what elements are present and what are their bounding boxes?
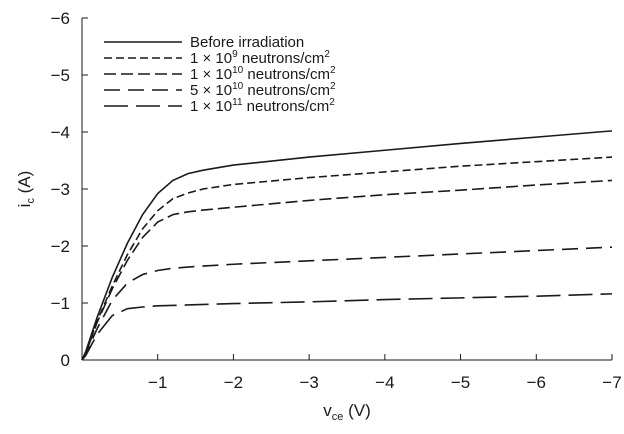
series-line-3 [81, 179, 613, 361]
x-tick-label: −1 [148, 373, 167, 392]
y-tick-label: −2 [51, 237, 70, 256]
legend-label: 1 × 1010 neutrons/cm2 [190, 65, 336, 83]
y-tick-label: −3 [51, 180, 70, 199]
x-axis-title: vce (V) [323, 401, 371, 423]
legend-label: 5 × 1010 neutrons/cm2 [190, 81, 336, 99]
series-line-2 [81, 156, 613, 361]
series-group [81, 130, 613, 361]
series-line-4 [81, 246, 613, 361]
legend-label: 1 × 109 neutrons/cm2 [190, 49, 330, 67]
y-tick-label: 0 [61, 351, 70, 370]
x-tick-label: −6 [527, 373, 546, 392]
y-tick-label: −5 [51, 66, 70, 85]
x-tick-label: −3 [299, 373, 318, 392]
series-line-5 [81, 293, 613, 361]
x-tick-label: −7 [602, 373, 621, 392]
x-tick-label: −4 [375, 373, 394, 392]
y-tick-label: −6 [51, 9, 70, 28]
x-tick-label: −5 [451, 373, 470, 392]
y-tick-label: −4 [51, 123, 70, 142]
legend-label: Before irradiation [190, 34, 304, 51]
y-ticks: 0 −1 −2 −3 −4 −5 −6 [51, 9, 88, 370]
axes: 0 −1 −2 −3 −4 −5 −6 −1 −2 −3 −4 −5 −6 −7 [51, 9, 622, 392]
series-line-1 [81, 130, 613, 361]
x-tick-label: −2 [224, 373, 243, 392]
x-ticks: −1 −2 −3 −4 −5 −6 −7 [148, 354, 622, 392]
y-tick-label: −1 [51, 294, 70, 313]
y-axis-title: ic (A) [15, 171, 37, 208]
legend-label: 1 × 1011 neutrons/cm2 [190, 97, 335, 115]
